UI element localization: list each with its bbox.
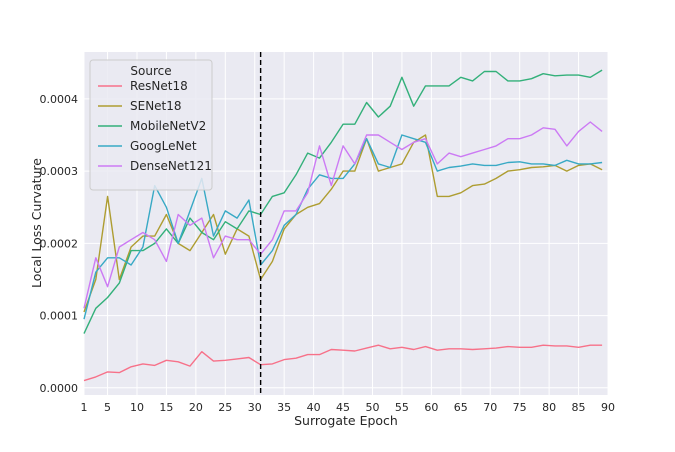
x-tick-label: 40 (307, 401, 321, 414)
x-tick-label: 1 (81, 401, 88, 414)
x-tick-label: 55 (395, 401, 409, 414)
x-tick-label: 80 (542, 401, 556, 414)
legend-label: DenseNet121 (130, 159, 212, 173)
y-tick-label: 0.0004 (40, 93, 79, 106)
series-line-mobilenetv2 (83, 69, 603, 334)
x-tick-label: 50 (365, 401, 379, 414)
x-tick-label: 60 (424, 401, 438, 414)
series-line-senet18 (83, 134, 603, 313)
x-tick-labels: 1 5 10 15 20 25 30 35 40 45 50 55 60 65 70 75 80 85 90 (81, 401, 616, 414)
series-line-resnet18 (83, 344, 603, 382)
y-tick-labels: 0.0000 0.0001 0.0002 0.0003 0.0004 (40, 93, 79, 395)
series-lines (83, 69, 603, 382)
x-tick-label: 65 (454, 401, 468, 414)
legend: Source ResNet18 SENet18 MobileNetV2 GoogLeN… (89, 59, 213, 191)
legend-label: SENet18 (130, 99, 182, 113)
series-line-googlenet (83, 134, 603, 320)
x-tick-label: 90 (601, 401, 615, 414)
x-tick-label: 45 (336, 401, 350, 414)
y-axis-label: Local Loss Curvature (29, 158, 44, 288)
legend-label: ResNet18 (130, 79, 188, 93)
y-tick-label: 0.0000 (40, 382, 79, 395)
series-line-densenet121 (83, 121, 603, 309)
x-tick-label: 5 (104, 401, 111, 414)
legend-box (89, 59, 213, 191)
x-tick-label: 75 (513, 401, 527, 414)
legend-label: GoogLeNet (130, 139, 197, 153)
legend-label: MobileNetV2 (130, 119, 206, 133)
x-tick-label: 35 (277, 401, 291, 414)
y-tick-label: 0.0001 (40, 310, 79, 323)
x-tick-label: 25 (218, 401, 232, 414)
x-tick-label: 30 (248, 401, 262, 414)
legend-items: ResNet18 SENet18 MobileNetV2 GoogLeNet Dense… (98, 79, 212, 173)
x-tick-label: 10 (130, 401, 144, 414)
legend-title: Source (130, 64, 171, 78)
x-tick-label: 15 (159, 401, 173, 414)
y-tick-label: 0.0003 (40, 165, 79, 178)
x-tick-label: 85 (572, 401, 586, 414)
x-tick-label: 20 (189, 401, 203, 414)
x-axis-label: Surrogate Epoch (294, 413, 398, 428)
x-tick-label: 70 (483, 401, 497, 414)
y-tick-label: 0.0002 (40, 237, 79, 250)
